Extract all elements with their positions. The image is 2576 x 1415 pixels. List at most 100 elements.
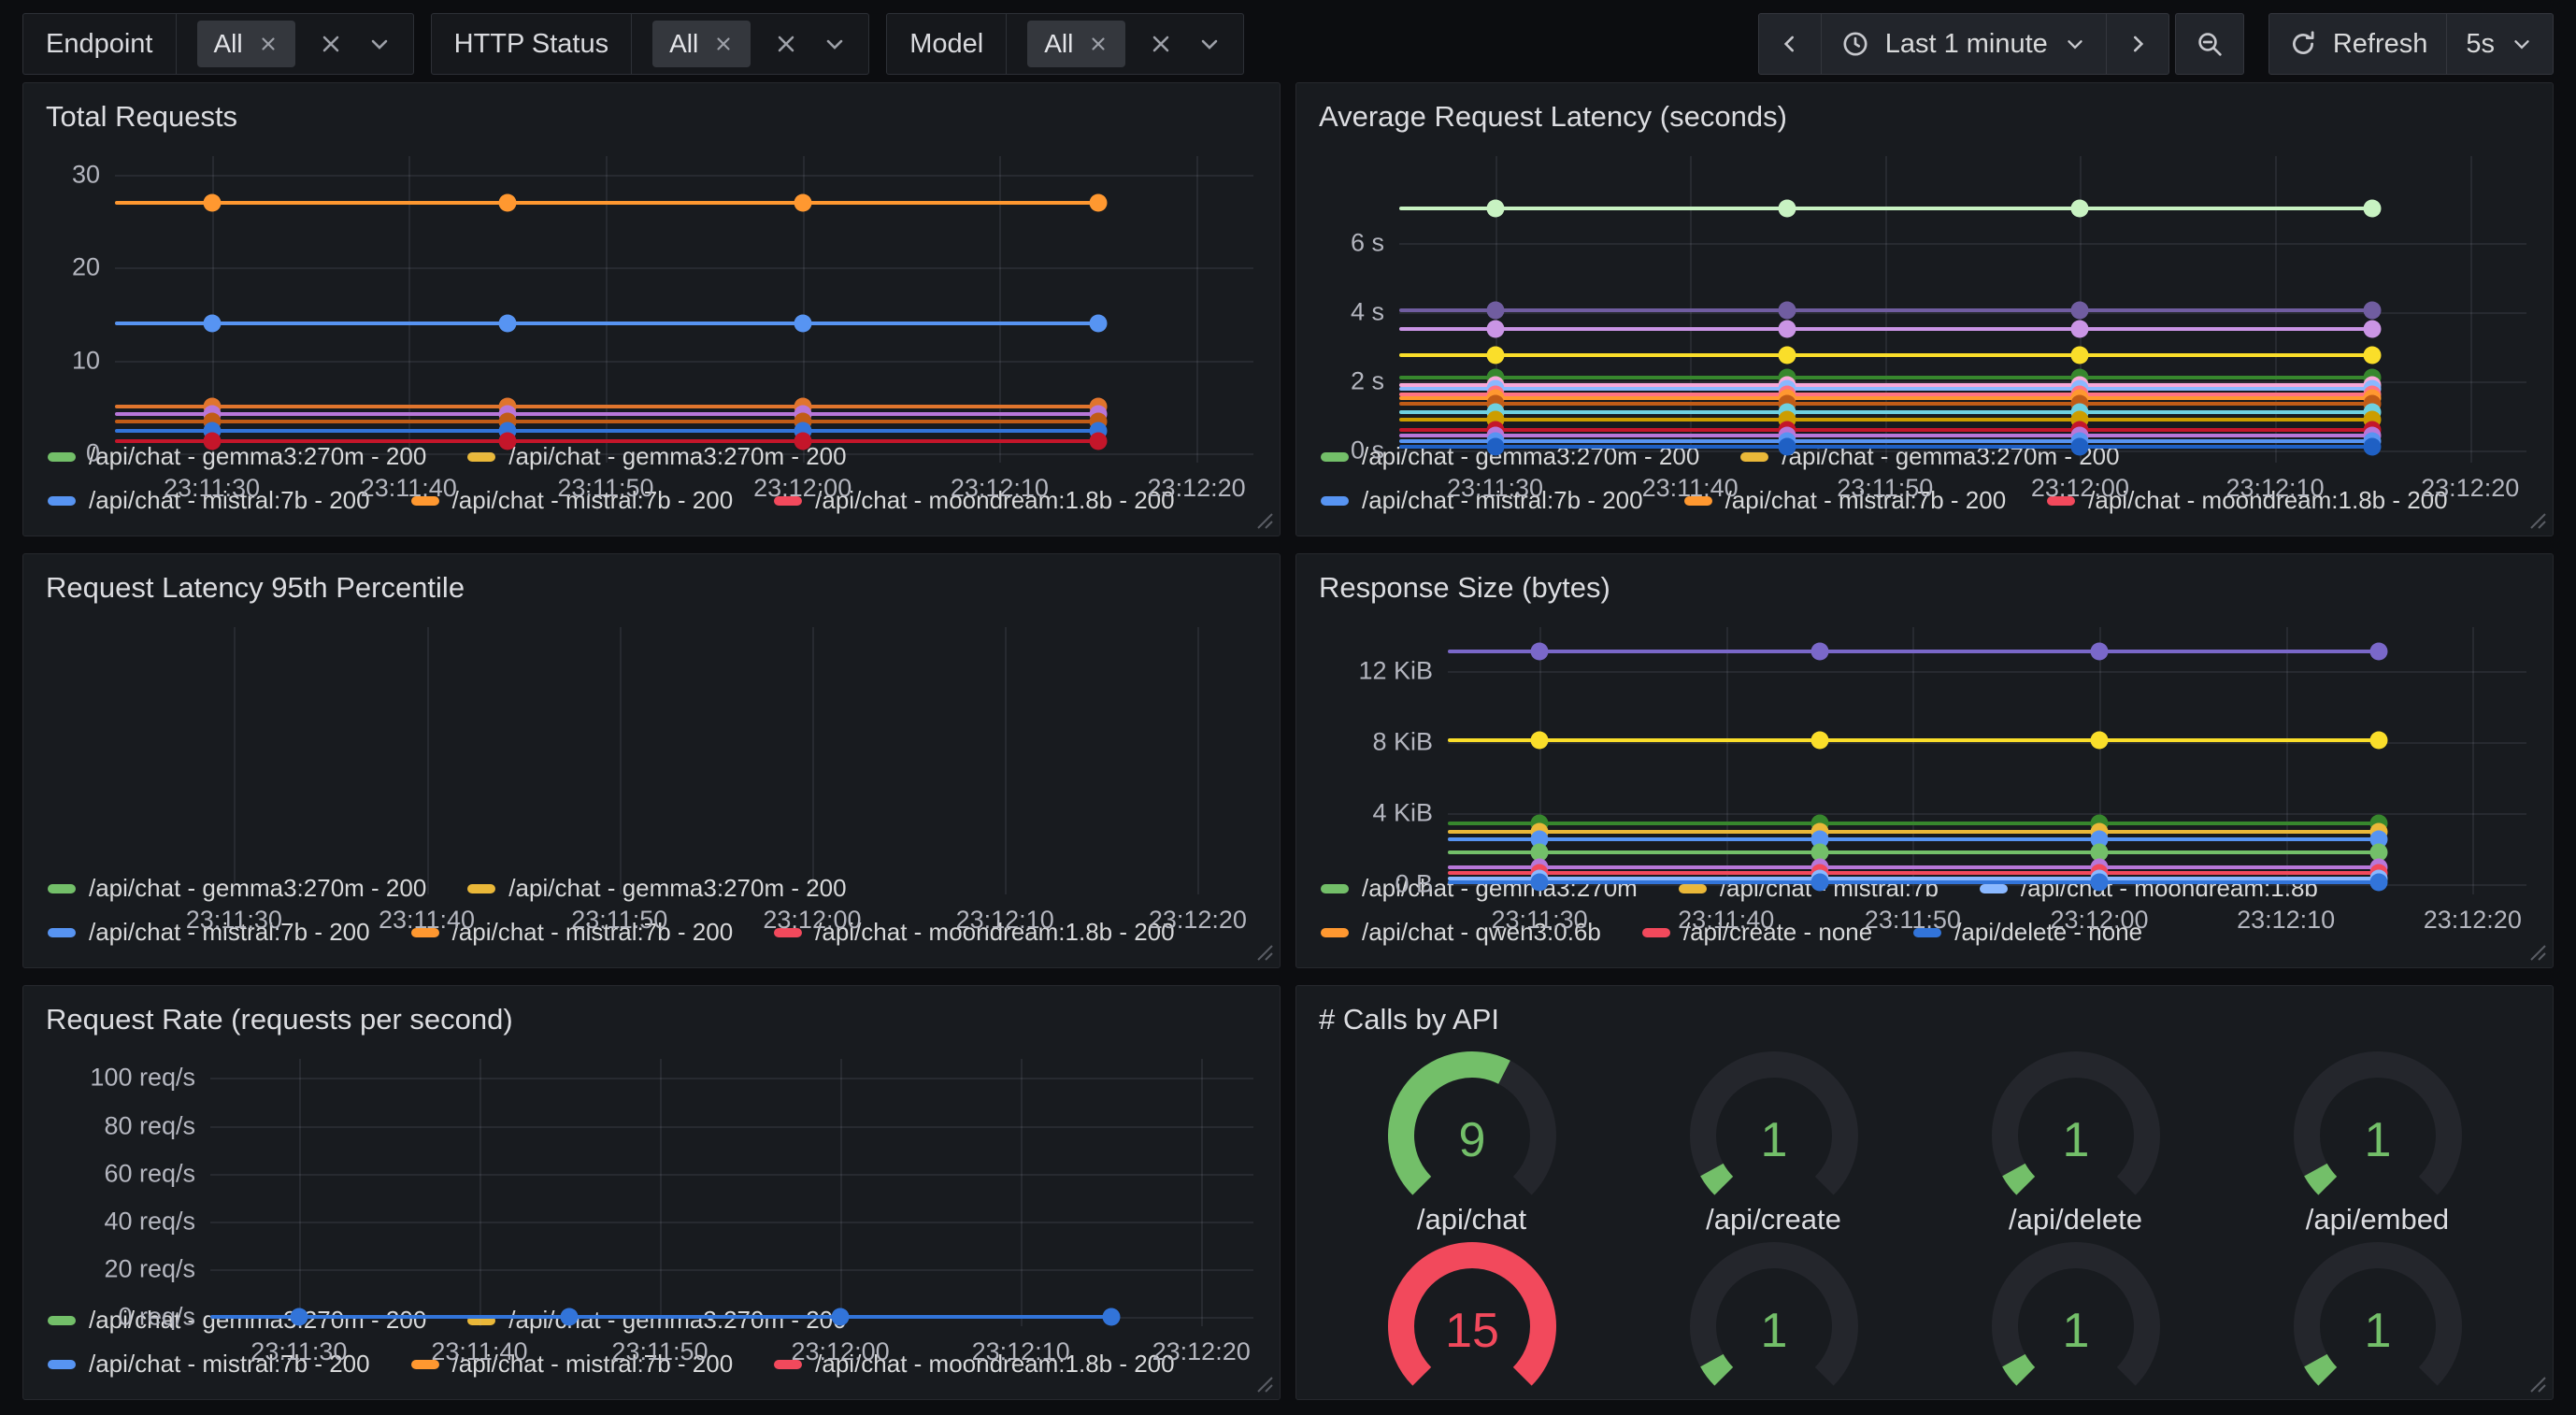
chip-remove-icon[interactable]: [258, 34, 279, 54]
data-point: [498, 314, 516, 332]
chevron-down-icon[interactable]: [1196, 31, 1223, 57]
clear-selection-icon[interactable]: [1148, 31, 1174, 57]
legend-item[interactable]: /api/chat - gemma3:270m - 200: [48, 442, 426, 471]
dashboard-grid: Total Requests 23:11:3023:11:4023:11:502…: [22, 82, 2554, 1400]
gauge-label: /api/delete: [2009, 1203, 2142, 1236]
grid-line-vertical: [660, 1059, 662, 1326]
grid-line-horizontal: [1448, 742, 2526, 744]
timeseries-plot[interactable]: 23:11:3023:11:4023:11:5023:12:0023:12:10…: [1309, 612, 2536, 870]
time-shift-forward-button[interactable]: [2106, 14, 2168, 74]
data-point: [2071, 321, 2089, 338]
series-line: [1399, 428, 2372, 432]
gauge-label: /api/chat: [1417, 1203, 1526, 1236]
y-tick-label: 12 KiB: [1309, 656, 1433, 685]
y-tick-label: 20: [36, 253, 100, 282]
panel-title[interactable]: Response Size (bytes): [1296, 554, 2553, 608]
gauge-value: 1: [2364, 1304, 2391, 1358]
time-shift-back-button[interactable]: [1759, 14, 1821, 74]
gauge-label: /api/pull: [1724, 1394, 1824, 1400]
filter-http-status: HTTP Status All: [431, 13, 870, 75]
y-tick-label: 0 req/s: [36, 1302, 195, 1331]
timeseries-plot[interactable]: 23:11:3023:11:4023:11:5023:12:0023:12:10…: [36, 612, 1263, 870]
panel-request-latency-p95: Request Latency 95th Percentile 23:11:30…: [22, 553, 1281, 968]
refresh-icon: [2288, 29, 2318, 59]
panel-title[interactable]: Request Rate (requests per second): [23, 986, 1280, 1040]
grid-line-vertical: [299, 1059, 301, 1326]
x-tick-label: 23:11:40: [431, 1337, 527, 1366]
resize-handle[interactable]: [1250, 1369, 1274, 1394]
legend-item[interactable]: /api/chat - gemma3:270m - 200: [48, 874, 426, 903]
clear-selection-icon[interactable]: [318, 31, 344, 57]
chevron-down-icon[interactable]: [822, 31, 848, 57]
chip-label: All: [669, 29, 698, 59]
grid-line-vertical: [2470, 156, 2472, 463]
dashboard-toolbar: Endpoint All HTTP Status All: [22, 13, 2554, 75]
grid-line-vertical: [1197, 627, 1199, 894]
grid-line-horizontal: [115, 267, 1253, 269]
filter-selected-chip[interactable]: All: [1027, 21, 1125, 67]
x-tick-label: 23:12:10: [951, 474, 1049, 503]
x-tick-label: 23:12:00: [2050, 906, 2148, 935]
x-tick-label: 23:12:00: [763, 906, 861, 935]
data-point: [1779, 321, 1796, 338]
chip-remove-icon[interactable]: [713, 34, 734, 54]
filter-selected-chip[interactable]: All: [197, 21, 295, 67]
series-line: [115, 429, 1098, 433]
grid-line-horizontal: [1448, 671, 2526, 673]
panel-title[interactable]: Average Request Latency (seconds): [1296, 83, 2553, 137]
data-point: [1531, 874, 1549, 892]
clock-icon: [1840, 29, 1870, 59]
timeseries-plot[interactable]: 23:11:3023:11:4023:11:5023:12:0023:12:10…: [1309, 141, 2536, 438]
y-tick-label: 4 KiB: [1309, 798, 1433, 827]
chevron-right-icon: [2125, 32, 2150, 56]
zoom-out-button[interactable]: [2176, 14, 2243, 74]
panel-title[interactable]: # Calls by API: [1296, 986, 2553, 1040]
legend-item[interactable]: /api/chat - gemma3:270m - 200: [467, 1306, 846, 1335]
resize-handle[interactable]: [1250, 937, 1274, 962]
legend-swatch: [1321, 496, 1349, 506]
filter-value-box[interactable]: All: [632, 14, 868, 74]
resize-handle[interactable]: [1250, 506, 1274, 530]
time-range-picker[interactable]: Last 1 minute: [1821, 14, 2106, 74]
gauge-arc: 9: [1355, 1046, 1589, 1203]
data-point: [498, 433, 516, 450]
resize-handle[interactable]: [2523, 937, 2547, 962]
resize-handle[interactable]: [2523, 1369, 2547, 1394]
clear-selection-icon[interactable]: [773, 31, 799, 57]
timeseries-plot[interactable]: 23:11:3023:11:4023:11:5023:12:0023:12:10…: [36, 141, 1263, 438]
timeseries-plot[interactable]: 23:11:3023:11:4023:11:5023:12:0023:12:10…: [36, 1044, 1263, 1302]
data-point: [2071, 347, 2089, 364]
x-tick-label: 23:11:30: [250, 1337, 347, 1366]
series-line: [1399, 353, 2372, 357]
legend-item[interactable]: /api/chat - gemma3:270m - 200: [467, 442, 846, 471]
series-line: [1399, 439, 2372, 443]
legend-row: /api/chat - gemma3:270m - 200/api/chat -…: [48, 1306, 1255, 1335]
grid-line-horizontal: [210, 1269, 1253, 1271]
refresh-label: Refresh: [2333, 29, 2428, 60]
chip-remove-icon[interactable]: [1088, 34, 1109, 54]
filter-value-box[interactable]: All: [1007, 14, 1243, 74]
x-tick-label: 23:12:20: [1149, 906, 1247, 935]
filter-value-box[interactable]: All: [177, 14, 413, 74]
data-point: [2091, 874, 2109, 892]
filter-selected-chip[interactable]: All: [652, 21, 751, 67]
grid-line-vertical: [2286, 627, 2288, 894]
series-line: [115, 439, 1098, 443]
refresh-interval-dropdown[interactable]: 5s: [2446, 14, 2553, 74]
chevron-left-icon: [1778, 32, 1802, 56]
grid-line-horizontal: [115, 361, 1253, 363]
refresh-button[interactable]: Refresh: [2269, 14, 2447, 74]
grid-line-vertical: [1912, 627, 1914, 894]
y-tick-label: 0: [36, 439, 100, 468]
resize-handle[interactable]: [2523, 506, 2547, 530]
filter-endpoint: Endpoint All: [22, 13, 414, 75]
panel-title[interactable]: Request Latency 95th Percentile: [23, 554, 1280, 608]
data-point: [1779, 199, 1796, 217]
panel-title[interactable]: Total Requests: [23, 83, 1280, 137]
y-tick-label: 6 s: [1309, 228, 1384, 257]
legend-item[interactable]: /api/chat - gemma3:270m - 200: [467, 874, 846, 903]
series-line: [1448, 880, 2379, 884]
gauge-value: 1: [2062, 1113, 2089, 1167]
chevron-down-icon[interactable]: [366, 31, 393, 57]
grid-line-vertical: [479, 1059, 481, 1326]
